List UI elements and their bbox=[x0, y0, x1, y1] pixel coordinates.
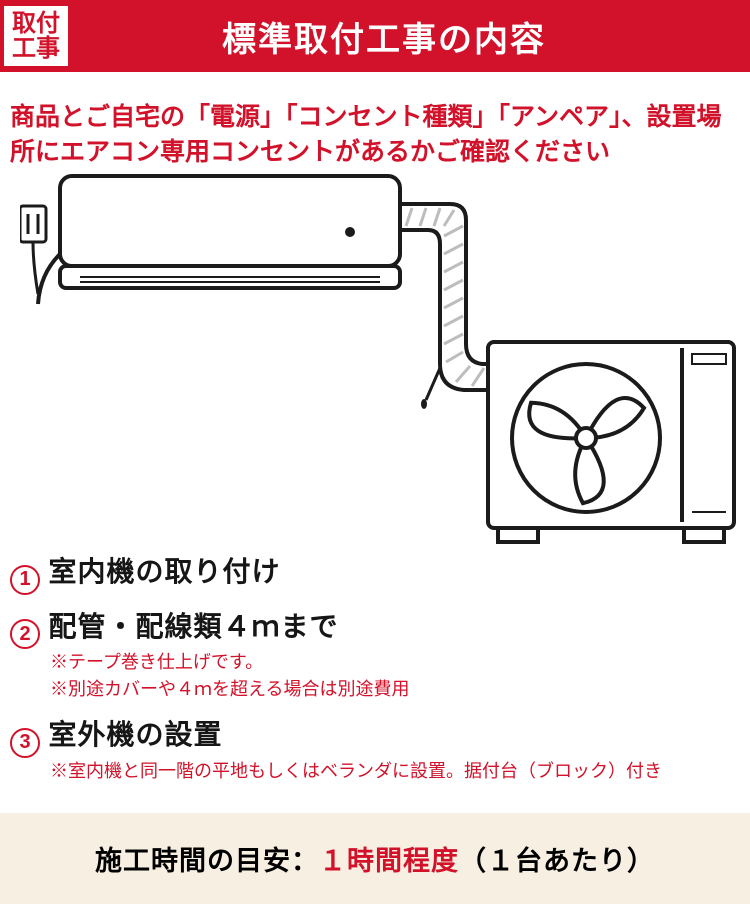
step-number-1: 1 bbox=[10, 565, 40, 595]
step-2: 2 配管・配線類４ｍまで ※テープ巻き仕上げです。 ※別途カバーや４ｍを超える場… bbox=[10, 605, 740, 704]
footer-suffix: （１台あたり） bbox=[459, 846, 655, 876]
step-title-1: 室内機の取り付け bbox=[48, 556, 280, 587]
diagram-area bbox=[0, 170, 750, 550]
badge-line1: 取付 bbox=[12, 11, 60, 36]
step-title-3: 室外機の設置 bbox=[48, 719, 222, 750]
footer-prefix: 施工時間の目安： bbox=[95, 846, 319, 876]
step-2-note-1: ※テープ巻き仕上げです。 bbox=[10, 649, 740, 676]
footer-time: 施工時間の目安：１時間程度（１台あたり） bbox=[0, 813, 750, 904]
step-3-note-1: ※室内機と同一階の平地もしくはベランダに設置。据付台（ブロック）付き bbox=[10, 758, 740, 785]
header-title: 標準取付工事の内容 bbox=[68, 12, 750, 61]
step-3: 3 室外機の設置 ※室内機と同一階の平地もしくはベランダに設置。据付台（ブロック… bbox=[10, 713, 740, 785]
ac-diagram bbox=[20, 164, 740, 544]
install-badge: 取付 工事 bbox=[4, 6, 68, 66]
header-bar: 取付 工事 標準取付工事の内容 bbox=[0, 0, 750, 72]
step-1: 1 室内機の取り付け bbox=[10, 550, 740, 595]
notice-text: 商品とご自宅の「電源」「コンセント種類」「アンペア」、設置場所にエアコン専用コン… bbox=[0, 72, 750, 170]
step-number-2: 2 bbox=[10, 619, 40, 649]
step-2-note-2: ※別途カバーや４ｍを超える場合は別途費用 bbox=[10, 676, 740, 703]
step-number-3: 3 bbox=[10, 728, 40, 758]
install-steps: 1 室内機の取り付け 2 配管・配線類４ｍまで ※テープ巻き仕上げです。 ※別途… bbox=[0, 550, 750, 813]
step-title-2: 配管・配線類４ｍまで bbox=[48, 611, 338, 642]
footer-red: １時間程度 bbox=[319, 846, 459, 876]
badge-line2: 工事 bbox=[12, 36, 60, 61]
